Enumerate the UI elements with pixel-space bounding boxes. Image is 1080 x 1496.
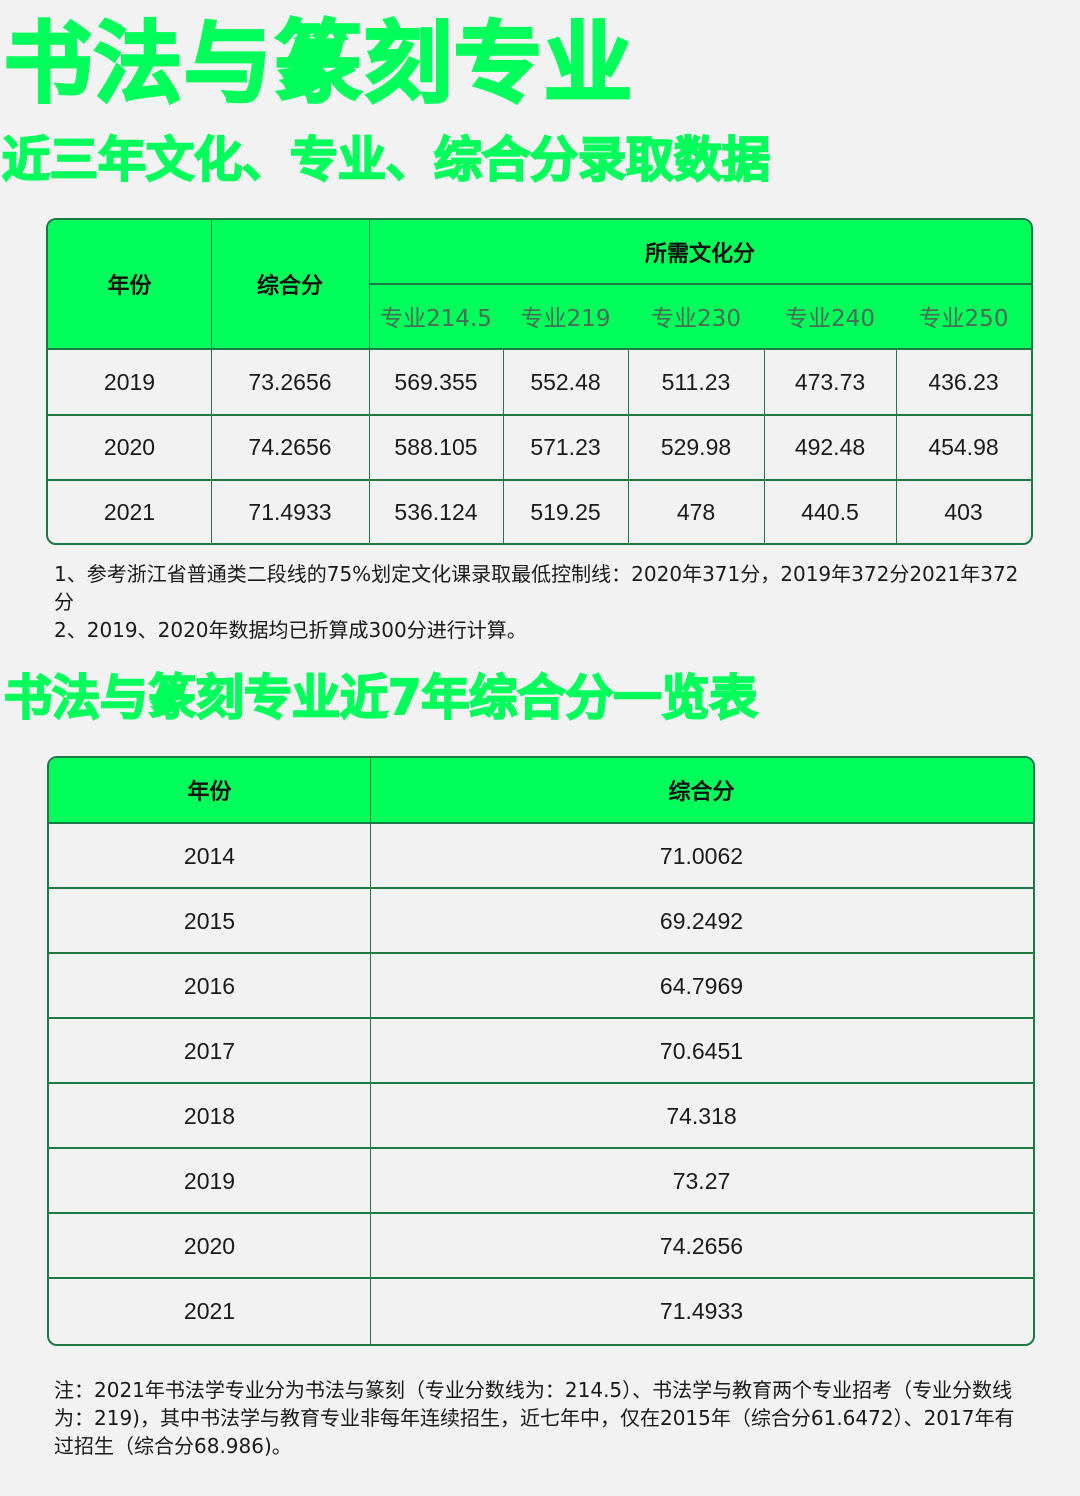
grid-line bbox=[49, 1017, 1033, 1019]
t2-row-2020-composite: 74.2656 bbox=[659, 1232, 744, 1259]
note-footer: 注：2021年书法学专业分为书法与篆刻（专业分数线为：214.5）、书法学与教育… bbox=[54, 1378, 1015, 1458]
t1-row-2021-culture-219: 519.25 bbox=[530, 499, 601, 525]
page-subtitle: 近三年文化、专业、综合分录取数据 bbox=[1, 131, 771, 189]
grid-line bbox=[48, 348, 1031, 350]
t2-row-2020-year: 2020 bbox=[183, 1232, 236, 1259]
t2-row-2014-composite: 71.0062 bbox=[659, 842, 744, 869]
header-year: 年份 bbox=[48, 220, 211, 348]
t2-row-2014-year: 2014 bbox=[183, 842, 236, 869]
header-major-240: 专业240 bbox=[764, 284, 896, 348]
t2-header-year: 年份 bbox=[49, 758, 370, 822]
t2-row-2015-composite: 69.2492 bbox=[659, 907, 744, 934]
t1-row-2019-culture-250: 436.23 bbox=[928, 369, 999, 395]
t2-row-2016-year: 2016 bbox=[183, 972, 236, 999]
t1-row-2020-culture-230: 529.98 bbox=[660, 434, 732, 460]
grid-line bbox=[628, 348, 629, 543]
t1-row-2021-culture-240: 440.5 bbox=[801, 499, 859, 525]
header-major-214-5: 专业214.5 bbox=[369, 284, 503, 348]
t1-row-2020-culture-250: 454.98 bbox=[928, 434, 999, 460]
t1-row-2021-culture-250: 403 bbox=[944, 499, 983, 525]
header-major-230: 专业230 bbox=[628, 284, 764, 348]
t2-row-2018-composite: 74.318 bbox=[666, 1102, 737, 1129]
seven-year-composite-table: 年份 综合分 2014 71.0062 2015 69.2492 2016 64… bbox=[47, 756, 1035, 1346]
grid-line bbox=[369, 283, 1031, 285]
grid-line bbox=[369, 220, 370, 543]
t2-header-composite: 综合分 bbox=[370, 758, 1033, 822]
grid-line bbox=[48, 414, 1031, 416]
t1-row-2021-composite: 71.4933 bbox=[248, 499, 332, 525]
header-composite: 综合分 bbox=[211, 220, 369, 348]
note-2: 2、2019、2020年数据均已折算成300分进行计算。 bbox=[54, 618, 527, 642]
t2-row-2017-year: 2017 bbox=[183, 1037, 236, 1064]
grid-line bbox=[503, 348, 504, 543]
header-major-219: 专业219 bbox=[503, 284, 628, 348]
t1-row-2020-culture-219: 571.23 bbox=[530, 434, 601, 460]
grid-line bbox=[896, 348, 897, 543]
grid-line bbox=[49, 887, 1033, 889]
grid-line bbox=[49, 1082, 1033, 1084]
t2-row-2021-year: 2021 bbox=[183, 1297, 236, 1324]
t1-row-2019-composite: 73.2656 bbox=[248, 369, 332, 395]
section-title-seven-year: 书法与篆刻专业近7年综合分一览表 bbox=[3, 669, 758, 727]
t1-row-2021-culture-230: 478 bbox=[676, 499, 716, 525]
t1-row-2019-culture-230: 511.23 bbox=[661, 369, 731, 395]
t1-row-2021-culture-214-5: 536.124 bbox=[394, 499, 478, 525]
t2-row-2017-composite: 70.6451 bbox=[659, 1037, 744, 1064]
t2-row-2016-composite: 64.7969 bbox=[659, 972, 744, 999]
three-year-score-table: 年份 综合分 所需文化分 专业214.5 专业219 专业230 专业240 专… bbox=[46, 218, 1033, 545]
grid-line bbox=[49, 1212, 1033, 1214]
t2-row-2021-composite: 71.4933 bbox=[659, 1297, 744, 1324]
grid-line bbox=[370, 758, 371, 1344]
grid-line bbox=[49, 952, 1033, 954]
t1-row-2019-culture-214-5: 569.355 bbox=[394, 369, 478, 395]
t1-row-2020-year: 2020 bbox=[103, 434, 156, 460]
t1-row-2019-year: 2019 bbox=[103, 369, 156, 395]
table2-notes: 注：2021年书法学专业分为书法与篆刻（专业分数线为：214.5）、书法学与教育… bbox=[54, 1376, 1034, 1460]
grid-line bbox=[49, 1277, 1033, 1279]
grid-line bbox=[764, 348, 765, 543]
t1-row-2019-culture-240: 473.73 bbox=[794, 369, 866, 395]
t2-row-2019-composite: 73.27 bbox=[672, 1167, 731, 1194]
t1-row-2020-culture-214-5: 588.105 bbox=[394, 434, 478, 460]
t1-row-2020-composite: 74.2656 bbox=[248, 434, 332, 460]
t2-row-2019-year: 2019 bbox=[183, 1167, 236, 1194]
t2-row-2018-year: 2018 bbox=[183, 1102, 236, 1129]
grid-line bbox=[49, 822, 1033, 824]
header-major-250: 专业250 bbox=[896, 284, 1031, 348]
note-1: 1、参考浙江省普通类二段线的75%划定文化课录取最低控制线：2020年371分，… bbox=[54, 562, 1019, 614]
grid-line bbox=[49, 1147, 1033, 1149]
t1-row-2020-culture-240: 492.48 bbox=[794, 434, 866, 460]
table1-notes: 1、参考浙江省普通类二段线的75%划定文化课录取最低控制线：2020年371分，… bbox=[54, 560, 1034, 644]
t1-row-2019-culture-219: 552.48 bbox=[530, 369, 601, 395]
grid-line bbox=[211, 220, 212, 543]
t2-row-2015-year: 2015 bbox=[183, 907, 236, 934]
page-title: 书法与篆刻专业 bbox=[2, 12, 635, 115]
header-culture-group: 所需文化分 bbox=[369, 220, 1031, 284]
t1-row-2021-year: 2021 bbox=[103, 499, 156, 525]
grid-line bbox=[48, 479, 1031, 481]
